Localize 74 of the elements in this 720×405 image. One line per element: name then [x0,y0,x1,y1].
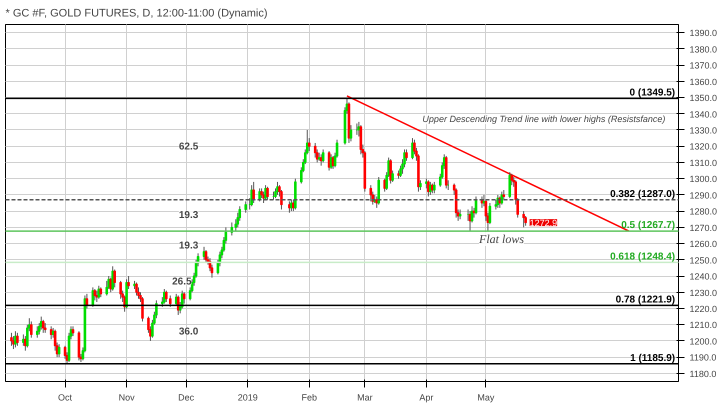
x-tick-label: Apr [419,392,434,402]
ref-line-label: 0.78 (1221.9) [616,294,676,306]
candlestick [314,142,316,158]
y-tick-label: 1240.0 [690,272,718,282]
annotation: Flat lows [478,232,524,246]
candlestick [522,210,525,228]
candlestick [182,292,186,304]
x-tick-label: Nov [118,392,136,402]
y-tick-label: 1320.0 [690,142,718,152]
ref-line-label: 0 (1349.5) [630,87,676,98]
annotation: 19.3 [178,240,199,252]
y-tick-label: 1280.0 [690,206,718,217]
candlestick [64,345,66,360]
x-tick-label: Oct [58,392,73,402]
y-tick-label: 1210.0 [690,320,718,330]
annotation: 26.5 [172,276,192,288]
y-tick-label: 1360.0 [690,76,718,87]
candlestick [135,282,138,296]
candlestick [100,286,102,298]
ref-line-label: 0.5 (1267.7) [621,220,676,232]
y-tick-label: 1230.0 [690,288,718,298]
candlestick [168,294,172,308]
candlestick [16,332,19,346]
candlestick [105,280,108,296]
ref-line-label: 1 (1185.9) [630,352,676,364]
candlestick [137,286,140,300]
x-tick-label: Feb [301,392,318,402]
y-tick-label: 1330.0 [690,125,718,136]
candlestick [58,344,60,358]
x-tick-label: May [477,392,495,402]
y-tick-label: 1260.0 [690,239,718,250]
annotation: 36.0 [178,326,199,338]
y-tick-label: 1270.0 [690,222,718,233]
x-tick-label: Mar [357,392,373,402]
candlestick [113,269,116,288]
candlestick [44,322,46,334]
candlestick [72,326,74,337]
annotation: 62.5 [178,142,199,153]
candlestick [458,208,462,220]
y-tick-label: 1200.0 [690,336,718,346]
candlestick [42,319,45,334]
candlestick [204,250,208,264]
candlestick [119,280,122,300]
candlestick [524,215,527,226]
candlestick [10,332,13,346]
candlestick [433,181,436,194]
candlestick [389,158,392,184]
candlestick [411,138,414,160]
y-tick-label: 1350.0 [690,93,718,104]
candlestick [360,124,362,155]
candlestick [36,326,39,338]
candlestick [141,296,144,322]
y-tick-label: 1390.0 [690,28,718,38]
y-tick-label: 1300.0 [690,174,718,184]
y-tick-label: 1340.0 [690,109,718,120]
y-tick-label: 1250.0 [690,255,718,266]
x-tick-label: 2019 [238,392,258,402]
chart-title: * GC #F, GOLD FUTURES, D, 12:00-11:00 (Dynamic) [6,8,268,20]
annotation: Upper Descending Trend line with lower highs (Resistsfance) [422,114,666,124]
y-tick-label: 1370.0 [690,60,718,71]
annotation: 19.3 [178,210,199,221]
x-tick-label: Dec [178,392,195,402]
ref-line-label: 0.618 (1248.4) [610,251,676,262]
candlestick [322,148,324,163]
y-tick-label: 1310.0 [690,158,718,168]
y-tick-label: 1380.0 [690,44,718,54]
annotation: 1272.9 [530,218,558,228]
y-tick-label: 1220.0 [690,304,718,314]
y-tick-label: 1190.0 [690,352,716,363]
ref-line-label: 0.382 (1287.0) [610,188,676,200]
candlestick [30,320,33,338]
candlestick [165,290,168,302]
y-tick-label: 1180.0 [690,368,716,379]
y-tick-label: 1290.0 [690,190,718,200]
